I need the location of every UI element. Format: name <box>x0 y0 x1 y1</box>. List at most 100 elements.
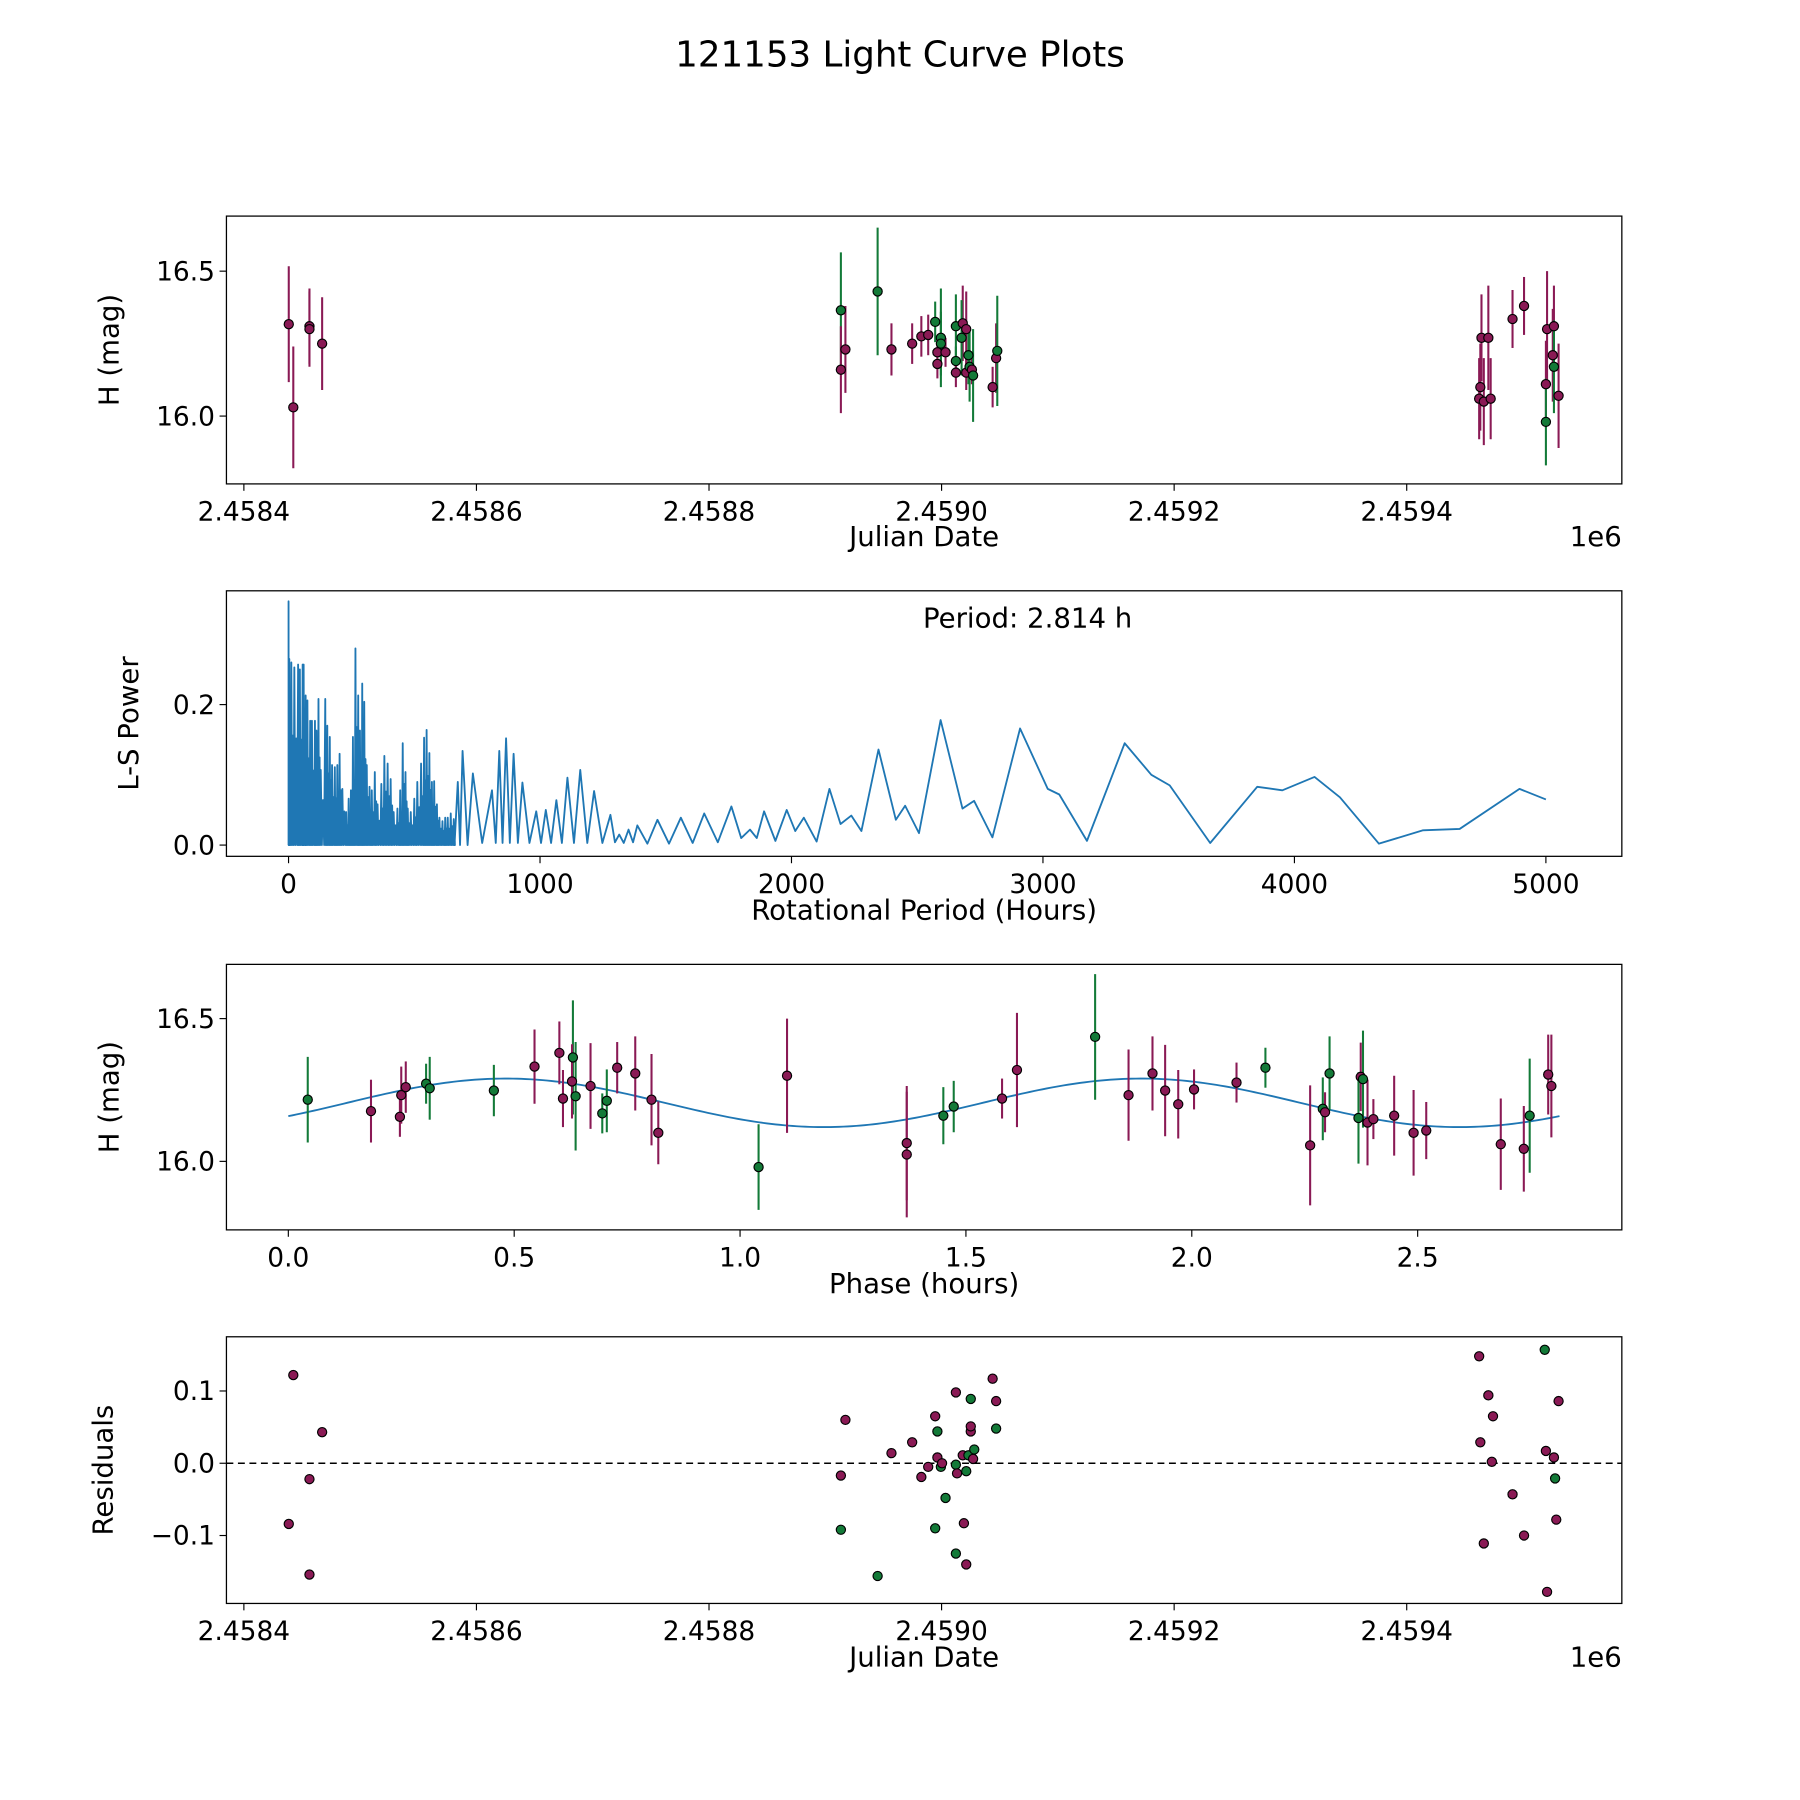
data-point-maroon <box>1011 1064 1023 1076</box>
x-tick-label: 2.4584 <box>198 497 290 528</box>
data-point-maroon <box>932 358 943 370</box>
data-point-maroon <box>1188 1084 1200 1095</box>
x-tick-label: 0.5 <box>493 1243 535 1274</box>
x-tick-label: 4000 <box>1261 869 1328 900</box>
data-point-green <box>948 1101 959 1112</box>
data-point-maroon <box>316 338 328 349</box>
sinusoid-fit-line <box>288 1077 1560 1129</box>
data-point-maroon <box>886 344 897 355</box>
x-tick-label: 0.0 <box>267 1243 309 1274</box>
data-point-maroon <box>288 402 299 413</box>
data-point-green <box>1524 1110 1535 1121</box>
data-point-maroon <box>1518 1143 1529 1154</box>
data-point-maroon <box>1518 300 1530 312</box>
y-tick-label: 0.1 <box>173 1376 215 1407</box>
data-point-maroon <box>394 1111 406 1122</box>
data-point-maroon <box>940 347 951 358</box>
y-axis-label: Residuals <box>87 1405 120 1536</box>
data-point-maroon <box>1173 1099 1184 1110</box>
data-point-green <box>969 1444 980 1455</box>
data-point-maroon <box>1388 1110 1400 1121</box>
x-tick-label: 2.4592 <box>1128 497 1220 528</box>
data-point-maroon <box>906 338 918 349</box>
x-tick-label: 2.0 <box>1171 1243 1213 1274</box>
phase-folded-panel: 0.0 0.5 1.0 1.5 2.0 2.5 16.0 16.5 Phase (hours) H… <box>92 963 1623 1300</box>
x-axis-label: Julian Date <box>847 520 999 553</box>
data-point-green <box>930 316 941 328</box>
data-point-maroon <box>1553 390 1564 401</box>
x-tick-label: 0 <box>280 869 297 900</box>
x-tick-label: 2.4594 <box>1360 1616 1452 1647</box>
data-point-maroon <box>901 1137 912 1149</box>
data-point-green <box>835 1524 847 1535</box>
data-point-maroon <box>1319 1107 1331 1118</box>
data-point-maroon <box>396 1089 407 1101</box>
x-axis-label: Phase (hours) <box>829 1267 1019 1300</box>
data-point-maroon <box>1159 1085 1171 1096</box>
data-point-maroon <box>1147 1068 1158 1079</box>
data-point-green <box>961 1466 972 1477</box>
y-tick-label: 16.0 <box>156 401 215 432</box>
data-point-green <box>956 332 967 343</box>
data-point-maroon <box>930 1411 941 1422</box>
data-point-green <box>950 1548 962 1559</box>
data-point-green <box>835 305 847 316</box>
data-point-maroon <box>1548 321 1560 332</box>
data-point-green <box>1357 1073 1369 1085</box>
data-point-maroon <box>1485 393 1496 404</box>
data-point-maroon <box>950 367 962 378</box>
x-tick-label: 1000 <box>506 869 573 900</box>
data-point-maroon <box>1483 332 1494 343</box>
x-tick-label: 1.0 <box>719 1243 761 1274</box>
julian-date-light-curve-panel: 2.4584 2.4586 2.4588 2.4590 2.4592 2.4594 16.0… <box>92 215 1623 553</box>
data-point-green <box>302 1094 313 1105</box>
data-point-maroon <box>1507 313 1518 325</box>
data-point-maroon <box>1123 1089 1134 1101</box>
data-point-maroon <box>653 1127 664 1138</box>
axes-frame <box>225 1336 1623 1605</box>
data-point-maroon <box>936 1458 948 1469</box>
x-offset-label: 1e6 <box>1570 520 1622 553</box>
figure-title: 121153 Light Curve Plots <box>675 35 1125 76</box>
data-point-maroon <box>1408 1127 1419 1138</box>
data-point-maroon <box>1541 1586 1553 1598</box>
y-axis-label: H (mag) <box>92 294 125 406</box>
data-point-maroon <box>965 1421 976 1432</box>
data-point-maroon <box>886 1447 897 1459</box>
x-tick-label: 2.4588 <box>663 1616 755 1647</box>
data-point-maroon <box>1487 1411 1499 1422</box>
y-tick-label: 0.2 <box>173 690 215 721</box>
data-point-maroon <box>1231 1077 1242 1088</box>
data-point-maroon <box>951 1468 963 1479</box>
data-point-maroon <box>950 1387 962 1398</box>
data-point-maroon <box>840 1414 851 1426</box>
data-point-maroon <box>304 1569 315 1580</box>
data-point-green <box>963 350 974 361</box>
x-tick-label: 2.4588 <box>663 497 755 528</box>
data-point-maroon <box>1553 1395 1564 1407</box>
y-tick-label: 16.0 <box>156 1147 215 1178</box>
y-tick-label: 0.0 <box>173 830 215 861</box>
data-point-maroon <box>1507 1489 1518 1500</box>
axes-frame <box>225 963 1623 1231</box>
x-tick-label: 2.5 <box>1397 1243 1439 1274</box>
data-point-maroon <box>1546 1080 1557 1092</box>
data-point-maroon <box>906 1437 918 1448</box>
data-point-maroon <box>316 1427 328 1438</box>
data-point-maroon <box>400 1081 411 1093</box>
data-point-maroon <box>283 1518 294 1530</box>
data-point-maroon <box>304 323 315 335</box>
data-point-maroon <box>967 1453 979 1465</box>
data-point-maroon <box>916 1471 927 1483</box>
data-point-maroon <box>1473 1351 1485 1362</box>
data-point-green <box>1353 1112 1364 1124</box>
data-point-maroon <box>1368 1113 1379 1125</box>
data-point-maroon <box>1548 1452 1560 1463</box>
data-point-maroon <box>958 1518 970 1529</box>
x-offset-label: 1e6 <box>1570 1641 1622 1674</box>
data-point-maroon <box>585 1080 596 1092</box>
data-point-maroon <box>1551 1514 1562 1525</box>
x-tick-label: 2.4586 <box>430 1616 522 1647</box>
data-point-maroon <box>923 329 934 341</box>
plot-area <box>288 974 1560 1218</box>
